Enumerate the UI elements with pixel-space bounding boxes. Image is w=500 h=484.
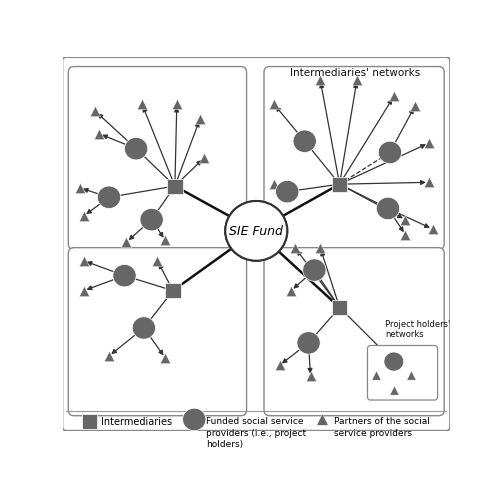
- Circle shape: [140, 209, 163, 231]
- Bar: [165, 284, 180, 299]
- Circle shape: [276, 181, 299, 203]
- Point: [80, 212, 88, 220]
- Point: [154, 257, 162, 265]
- Point: [200, 155, 208, 163]
- Point: [402, 231, 409, 239]
- Circle shape: [225, 201, 287, 261]
- Point: [276, 362, 283, 369]
- Text: Project holders'
networks: Project holders' networks: [385, 319, 450, 338]
- Point: [161, 237, 169, 244]
- Point: [353, 76, 361, 84]
- FancyBboxPatch shape: [68, 67, 246, 250]
- FancyBboxPatch shape: [264, 67, 444, 250]
- Point: [411, 103, 419, 110]
- Point: [287, 287, 295, 295]
- Circle shape: [98, 187, 120, 209]
- Circle shape: [293, 131, 316, 153]
- Bar: [82, 414, 98, 429]
- Bar: [167, 179, 182, 194]
- Point: [161, 354, 169, 362]
- Circle shape: [376, 198, 400, 220]
- FancyBboxPatch shape: [62, 58, 450, 431]
- Text: Intermediaries: Intermediaries: [101, 416, 172, 426]
- Circle shape: [225, 201, 287, 261]
- Point: [428, 226, 436, 233]
- Point: [306, 373, 314, 380]
- Point: [270, 101, 278, 108]
- Point: [270, 181, 278, 189]
- Point: [138, 101, 146, 108]
- Point: [424, 179, 432, 187]
- Point: [407, 372, 415, 379]
- Point: [424, 140, 432, 148]
- Bar: [332, 177, 347, 192]
- Point: [316, 244, 324, 252]
- Point: [173, 101, 181, 108]
- Text: Partners of the social
service providers: Partners of the social service providers: [334, 417, 430, 437]
- Circle shape: [303, 259, 326, 282]
- Point: [80, 287, 88, 295]
- Point: [105, 352, 113, 360]
- Circle shape: [182, 408, 206, 431]
- Circle shape: [384, 352, 404, 371]
- FancyBboxPatch shape: [68, 248, 246, 416]
- Circle shape: [113, 265, 136, 287]
- Point: [80, 257, 88, 265]
- Point: [390, 387, 398, 394]
- Point: [96, 131, 104, 138]
- Point: [390, 93, 398, 101]
- Point: [291, 244, 299, 252]
- Point: [122, 239, 130, 246]
- Circle shape: [378, 142, 402, 164]
- Point: [318, 416, 326, 424]
- Point: [372, 372, 380, 379]
- Circle shape: [124, 138, 148, 161]
- Point: [92, 108, 100, 116]
- FancyBboxPatch shape: [264, 248, 444, 416]
- Text: SIE Fund: SIE Fund: [230, 225, 283, 238]
- Circle shape: [132, 317, 156, 339]
- FancyBboxPatch shape: [368, 346, 438, 400]
- Circle shape: [297, 332, 320, 354]
- Text: Intermediaries' networks: Intermediaries' networks: [290, 67, 420, 77]
- Point: [76, 185, 84, 193]
- Point: [196, 116, 204, 123]
- Point: [316, 76, 324, 84]
- Bar: [332, 300, 347, 315]
- Point: [402, 216, 409, 224]
- Text: Funded social service
providers (i.e., project
holders): Funded social service providers (i.e., p…: [206, 417, 306, 448]
